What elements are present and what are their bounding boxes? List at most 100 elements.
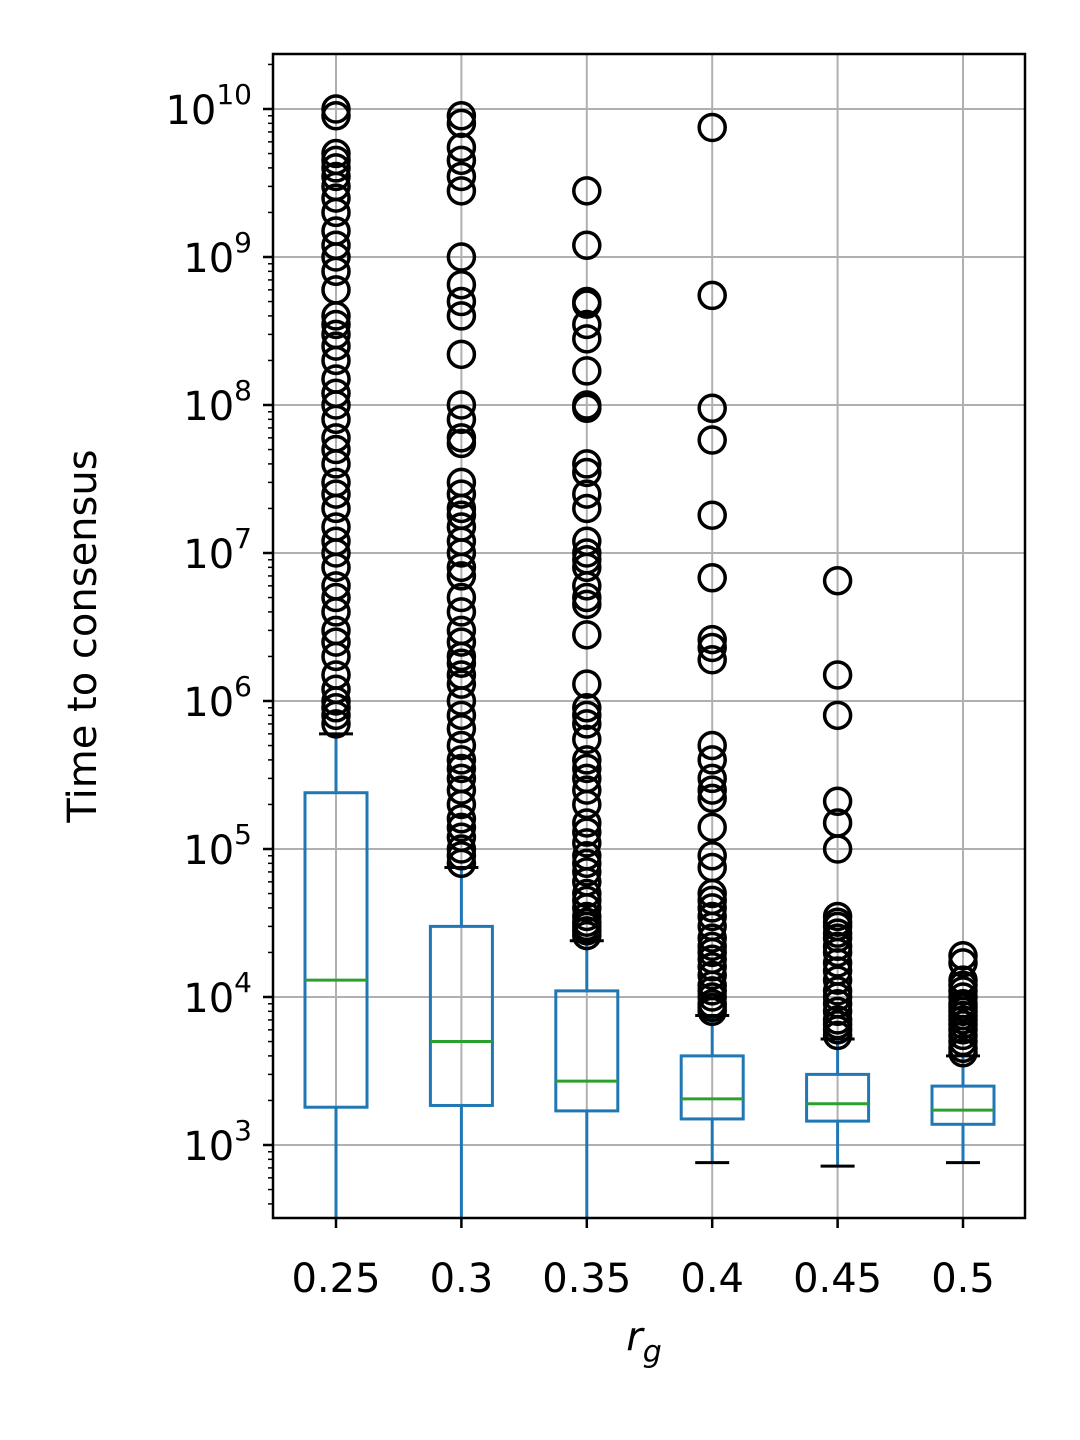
outlier-point [321, 161, 351, 192]
box-group [679, 112, 745, 1165]
outlier-point [446, 108, 477, 139]
outlier-point [572, 493, 602, 524]
y-tick-label-base: 10 [183, 828, 234, 874]
outlier-point [446, 101, 477, 131]
outlier-point [572, 920, 602, 951]
outlier-point [446, 404, 477, 435]
outlier-point [822, 834, 853, 864]
outlier-point [572, 324, 602, 354]
y-tick-label: 109 [183, 226, 252, 282]
outlier-point [572, 700, 602, 731]
outlier-point [697, 763, 727, 794]
box-iqr [303, 791, 369, 1109]
outlier-point [697, 775, 727, 805]
x-tick-label: 0.3 [430, 1256, 494, 1302]
outlier-point [446, 582, 477, 613]
outlier-point [321, 493, 351, 524]
outlier-point [572, 356, 602, 386]
outlier-point [572, 669, 602, 699]
outlier-point [446, 648, 477, 678]
outlier-point [321, 404, 351, 435]
plot-frame [271, 52, 1027, 1220]
outlier-point [572, 808, 602, 838]
outlier-point [446, 745, 477, 775]
outlier-point [822, 1020, 853, 1051]
outlier-point [446, 390, 477, 420]
outlier-point [697, 745, 727, 775]
y-tick-label: 106 [183, 670, 252, 726]
outlier-point [446, 804, 477, 834]
box-group [428, 101, 494, 1218]
outlier-point [822, 786, 853, 817]
outlier-point [321, 197, 351, 228]
outlier-point [697, 730, 727, 761]
outlier-point [697, 624, 727, 655]
outlier-point [321, 434, 351, 465]
box-series [303, 94, 996, 1218]
outlier-point [697, 280, 727, 311]
y-tick-label: 103 [183, 1114, 252, 1170]
outlier-point [572, 479, 602, 509]
outlier-point [572, 589, 602, 620]
outlier-point [446, 700, 477, 731]
outlier-point [572, 817, 602, 847]
outlier-point [446, 713, 477, 744]
outlier-point [697, 783, 727, 814]
outlier-point [572, 828, 602, 858]
y-tick-label: 104 [183, 966, 252, 1022]
box-iqr [805, 1072, 871, 1123]
outlier-point [321, 552, 351, 583]
outlier-point [572, 449, 602, 479]
outlier-point [446, 597, 477, 627]
x-tick-label: 0.4 [680, 1256, 744, 1302]
outlier-point [446, 789, 477, 820]
outlier-point [697, 632, 727, 663]
outlier-point [948, 948, 978, 978]
outlier-point [697, 393, 727, 424]
outlier-point [321, 709, 351, 739]
outlier-point [321, 242, 351, 272]
outlier-point [321, 309, 351, 340]
outlier-point [321, 479, 351, 509]
y-tick-label-exponent: 9 [234, 226, 252, 259]
y-tick-label-base: 10 [183, 532, 234, 578]
outlier-point [321, 183, 351, 213]
outlier-point [446, 812, 477, 843]
outlier-point [697, 644, 727, 675]
outlier-point [446, 561, 477, 591]
outlier-point [446, 753, 477, 784]
outlier-point [572, 176, 602, 206]
y-tick-label-base: 10 [183, 1124, 234, 1170]
y-axis-label: Time to consensus [60, 449, 106, 823]
x-axis-label-main: r [626, 1314, 645, 1360]
outlier-point [446, 848, 477, 879]
outlier-point [697, 563, 727, 593]
outlier-point [697, 923, 727, 953]
y-tick-label-base: 10 [165, 88, 216, 134]
outlier-point [321, 700, 351, 731]
y-tick-label-exponent: 4 [234, 966, 252, 999]
outlier-point [446, 669, 477, 699]
outlier-point [572, 393, 602, 424]
y-tick-label-exponent: 6 [234, 670, 252, 703]
y-tick-label: 108 [183, 374, 252, 430]
outlier-point [572, 724, 602, 755]
x-axis-label: rg [626, 1314, 662, 1370]
outlier-point [321, 641, 351, 672]
outlier-point [822, 948, 853, 978]
box-iqr [554, 989, 620, 1113]
outlier-point [697, 112, 727, 143]
outlier-point [446, 132, 477, 163]
axis-major-ticks [263, 107, 965, 1228]
outlier-point [822, 660, 853, 690]
outlier-point [321, 597, 351, 627]
outlier-point [697, 901, 727, 932]
outlier-point [446, 269, 477, 300]
outlier-point [321, 693, 351, 723]
box-iqr [679, 1054, 745, 1121]
outlier-point [446, 161, 477, 192]
outlier-point [697, 996, 727, 1027]
outlier-point [572, 753, 602, 784]
outlier-point [446, 627, 477, 657]
outlier-point [822, 965, 853, 995]
